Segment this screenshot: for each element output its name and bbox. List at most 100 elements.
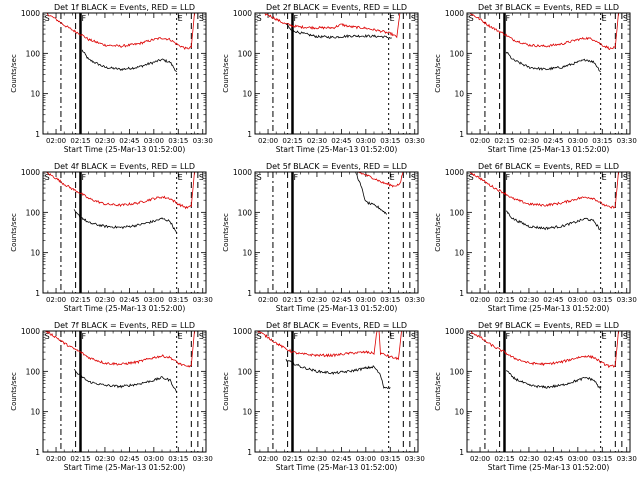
panel-det-8: Det 8f BLACK = Events, RED = LLD 1 10 100 10… [222, 321, 425, 472]
plot-frame [466, 12, 631, 135]
x-axis-label: Start Time (25-Mar-13 01:52:00) [64, 145, 186, 154]
y-tick-label: 100 [238, 49, 253, 58]
x-tick-label: 02:45 [119, 455, 139, 463]
x-axis-label: Start Time (25-Mar-13 01:52:00) [64, 463, 186, 472]
y-tick-label: 1000 [21, 327, 40, 336]
corner-mark: F [505, 14, 510, 23]
x-axis-label: Start Time (25-Mar-13 01:52:00) [276, 304, 398, 313]
y-tick-label: 1 [247, 130, 252, 139]
x-tick-label: 02:15 [70, 296, 90, 304]
corner-mark: F [81, 332, 86, 341]
y-tick-label: 10 [454, 249, 464, 258]
x-tick-label: 03:00 [356, 137, 376, 145]
corner-mark: S [623, 173, 628, 182]
x-tick-label: 02:45 [543, 455, 563, 463]
x-tick-label: 02:30 [95, 137, 115, 145]
x-tick-label: 02:30 [307, 296, 327, 304]
x-axis-label: Start Time (25-Mar-13 01:52:00) [276, 145, 398, 154]
y-tick-label: 1000 [21, 168, 40, 177]
x-tick-label: 02:30 [307, 455, 327, 463]
x-tick-label: 03:15 [592, 137, 612, 145]
x-tick-label: 02:30 [519, 296, 539, 304]
panel-title: Det 7f BLACK = Events, RED = LLD [54, 321, 195, 330]
x-tick-label: 02:00 [46, 296, 66, 304]
x-tick-label: 03:15 [168, 296, 188, 304]
corner-mark: E [178, 14, 183, 23]
x-tick-label: 03:30 [617, 296, 637, 304]
x-tick-label: 02:00 [46, 455, 66, 463]
panel-det-6: Det 6f BLACK = Events, RED = LLD 1 10 100 10… [434, 162, 637, 313]
corner-mark: E [602, 173, 607, 182]
y-tick-label: 1 [247, 448, 252, 457]
panel-title: Det 6f BLACK = Events, RED = LLD [478, 162, 619, 171]
x-tick-label: 03:30 [617, 137, 637, 145]
corner-mark: S [45, 332, 50, 341]
y-tick-label: 1 [459, 448, 464, 457]
lld-series-line [44, 331, 195, 368]
x-tick-label: 02:15 [70, 455, 90, 463]
events-series-line [81, 49, 177, 73]
x-axis-label: Start Time (25-Mar-13 01:52:00) [488, 145, 610, 154]
y-tick-label: 1 [459, 130, 464, 139]
y-tick-label: 1000 [233, 327, 252, 336]
y-tick-label: 10 [30, 408, 40, 417]
panel-det-3: Det 3f BLACK = Events, RED = LLD 1 10 100 10… [434, 3, 637, 154]
y-tick-label: 100 [238, 367, 253, 376]
plot-frame [254, 12, 419, 135]
events-series-line [73, 209, 178, 234]
x-tick-label: 02:45 [331, 455, 351, 463]
y-tick-label: 1000 [233, 9, 252, 18]
x-tick-label: 02:30 [95, 455, 115, 463]
x-tick-label: 02:00 [258, 137, 278, 145]
x-tick-label: 03:30 [405, 137, 425, 145]
plot-frame [254, 171, 419, 294]
plot-frame [254, 330, 419, 453]
y-tick-label: 1 [247, 289, 252, 298]
x-tick-label: 03:00 [144, 137, 164, 145]
x-tick-label: 02:00 [258, 455, 278, 463]
y-tick-label: 100 [238, 208, 253, 217]
corner-mark: E [602, 332, 607, 341]
x-tick-label: 02:45 [119, 137, 139, 145]
x-tick-label: 02:15 [282, 455, 302, 463]
x-tick-label: 02:00 [470, 296, 490, 304]
x-tick-label: 02:30 [519, 455, 539, 463]
x-tick-label: 02:00 [470, 455, 490, 463]
panel-title: Det 5f BLACK = Events, RED = LLD [266, 162, 407, 171]
y-tick-label: 10 [454, 408, 464, 417]
x-tick-label: 02:00 [258, 296, 278, 304]
y-axis-label: Counts/sec [434, 372, 442, 411]
y-axis-label: Counts/sec [434, 213, 442, 252]
x-tick-label: 03:00 [568, 137, 588, 145]
panel-title: Det 9f BLACK = Events, RED = LLD [478, 321, 619, 330]
corner-mark: S [623, 14, 628, 23]
corner-mark: E [178, 173, 183, 182]
x-tick-label: 02:45 [331, 137, 351, 145]
panel-title: Det 1f BLACK = Events, RED = LLD [54, 3, 195, 12]
panel-det-2: Det 2f BLACK = Events, RED = LLD 1 10 100 10… [222, 3, 425, 154]
corner-mark: F [81, 14, 86, 23]
x-tick-label: 03:00 [144, 455, 164, 463]
x-tick-label: 03:30 [405, 296, 425, 304]
x-tick-label: 02:15 [70, 137, 90, 145]
x-tick-label: 02:15 [494, 137, 514, 145]
x-tick-label: 03:15 [380, 296, 400, 304]
x-tick-label: 03:15 [592, 296, 612, 304]
y-tick-label: 1000 [445, 168, 464, 177]
y-tick-label: 10 [242, 90, 252, 99]
panel-title: Det 8f BLACK = Events, RED = LLD [266, 321, 407, 330]
plot-frame [42, 171, 207, 294]
x-tick-label: 02:30 [307, 137, 327, 145]
y-axis-label: Counts/sec [222, 372, 230, 411]
y-tick-label: 10 [242, 249, 252, 258]
corner-mark: S [411, 173, 416, 182]
y-tick-label: 1 [35, 448, 40, 457]
corner-mark: F [505, 173, 510, 182]
x-tick-label: 02:00 [470, 137, 490, 145]
lld-series-line [469, 13, 619, 51]
plot-frame [42, 330, 207, 453]
x-tick-label: 02:45 [543, 137, 563, 145]
corner-mark: S [411, 14, 416, 23]
x-tick-label: 03:15 [380, 137, 400, 145]
x-tick-label: 03:30 [617, 455, 637, 463]
